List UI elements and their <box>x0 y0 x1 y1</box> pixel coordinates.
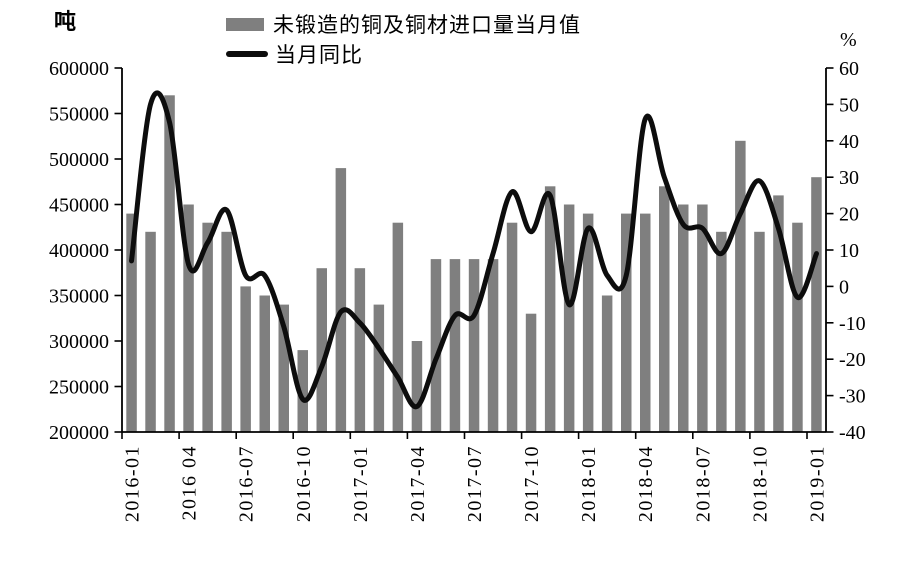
right-axis-tick-label: 60 <box>839 58 859 80</box>
left-axis-tick-label: 300000 <box>49 331 109 353</box>
import-volume-bar-2016-02 <box>145 231 156 432</box>
bar-series-label: 未锻造的铜及铜材进口量当月值 <box>273 13 581 37</box>
import-volume-bar-2016-10 <box>297 350 308 432</box>
import-volume-bar-2016-04 <box>183 204 194 432</box>
x-axis-tick-label: 2016-07 <box>236 445 258 522</box>
import-volume-bar-2017-12 <box>563 204 575 432</box>
bar-series-swatch <box>226 17 264 31</box>
x-axis-tick-label: 2017-07 <box>464 445 486 522</box>
import-volume-bar-2017-09 <box>506 222 518 432</box>
import-volume-bar-2017-05 <box>430 259 442 432</box>
x-axis-tick-label: 2018-07 <box>692 445 714 522</box>
import-volume-bar-2016-05 <box>202 222 213 432</box>
x-axis-tick-label: 2019-01 <box>807 445 829 522</box>
import-volume-bar-2016-03 <box>164 95 175 433</box>
line-series-swatch <box>226 51 268 57</box>
x-axis-tick-label: 2017-04 <box>407 445 429 522</box>
import-volume-bar-2018-03 <box>621 213 632 432</box>
import-volume-bar-2018-02 <box>601 295 613 432</box>
import-volume-bar-2017-08 <box>487 259 499 432</box>
import-volume-bar-2016-06 <box>221 231 232 432</box>
left-axis-unit-label: 吨 <box>54 9 77 34</box>
right-axis-tick-label: -30 <box>839 386 866 408</box>
import-volume-bar-2017-07 <box>468 259 480 432</box>
import-volume-bar-2016-07 <box>240 286 251 432</box>
legend: 未锻造的铜及铜材进口量当月值 当月同比 <box>226 9 581 69</box>
x-axis-tick-label: 2017-01 <box>350 445 372 522</box>
import-volume-bar-2017-04 <box>411 341 423 432</box>
right-axis-tick-label: 10 <box>839 240 859 262</box>
left-axis-tick-label: 350000 <box>49 286 109 308</box>
import-volume-bar-2018-11 <box>773 195 784 432</box>
import-volume-bar-2018-05 <box>659 186 670 432</box>
import-volume-bar-2018-01 <box>582 213 594 432</box>
import-volume-bar-2016-01 <box>126 213 137 432</box>
import-volume-bar-2017-03 <box>392 222 404 432</box>
right-axis-tick-label: -40 <box>839 422 866 444</box>
import-volume-bar-2016-12 <box>335 168 347 432</box>
x-axis-tick-label: 2018-10 <box>749 445 771 522</box>
right-axis-tick-label: 50 <box>839 94 859 116</box>
import-volume-bar-2018-08 <box>716 231 727 432</box>
legend-item-import-volume: 未锻造的铜及铜材进口量当月值 <box>226 9 581 39</box>
left-axis-tick-label: 600000 <box>49 58 109 80</box>
left-axis-tick-label: 400000 <box>49 240 109 262</box>
right-axis-tick-label: 30 <box>839 167 859 189</box>
x-axis-tick-label: 2017-10 <box>521 445 543 522</box>
import-volume-bar-2019-01 <box>811 177 822 432</box>
import-volume-bar-2018-04 <box>640 213 651 432</box>
left-axis-tick-label: 450000 <box>49 195 109 217</box>
yoy-line <box>129 90 819 410</box>
line-series-label: 当月同比 <box>275 43 363 67</box>
right-axis-tick-label: 20 <box>839 204 859 226</box>
import-volume-bar-2017-10 <box>525 313 537 432</box>
right-axis-tick-label: 0 <box>839 276 849 298</box>
import-volume-bar-2017-11 <box>544 186 556 432</box>
x-axis-tick-label: 2018-04 <box>635 445 657 522</box>
import-volume-bar-2017-02 <box>373 304 385 432</box>
right-axis-unit-label: % <box>840 29 857 51</box>
x-axis-tick-label: 2018-01 <box>578 445 600 522</box>
x-axis-tick-label: 2016-01 <box>122 445 144 522</box>
left-axis-tick-label: 500000 <box>49 149 109 171</box>
x-axis-tick-label: 2016-10 <box>293 445 315 522</box>
import-volume-bar-2017-01 <box>354 268 366 432</box>
left-axis-tick-label: 550000 <box>49 104 109 126</box>
left-axis-tick-label: 200000 <box>49 422 109 444</box>
import-volume-bar-2016-11 <box>316 268 327 432</box>
import-volume-bar-2018-06 <box>678 204 689 432</box>
import-volume-bar-2017-06 <box>449 259 461 432</box>
import-volume-bar-2016-09 <box>278 304 289 432</box>
import-volume-bar-2018-10 <box>754 231 765 432</box>
import-volume-bar-2018-07 <box>697 204 708 432</box>
legend-item-yoy: 当月同比 <box>226 39 581 69</box>
import-volume-bar-2018-12 <box>792 222 803 432</box>
x-axis-tick-label: 2016 04 <box>179 445 201 521</box>
left-axis-tick-label: 250000 <box>49 377 109 399</box>
import-volume-bar-2016-08 <box>259 295 270 432</box>
right-axis-tick-label: 40 <box>839 131 859 153</box>
right-axis-tick-label: -10 <box>839 313 866 335</box>
import-volume-bar-2018-09 <box>735 140 746 433</box>
right-axis-tick-label: -20 <box>839 349 866 371</box>
